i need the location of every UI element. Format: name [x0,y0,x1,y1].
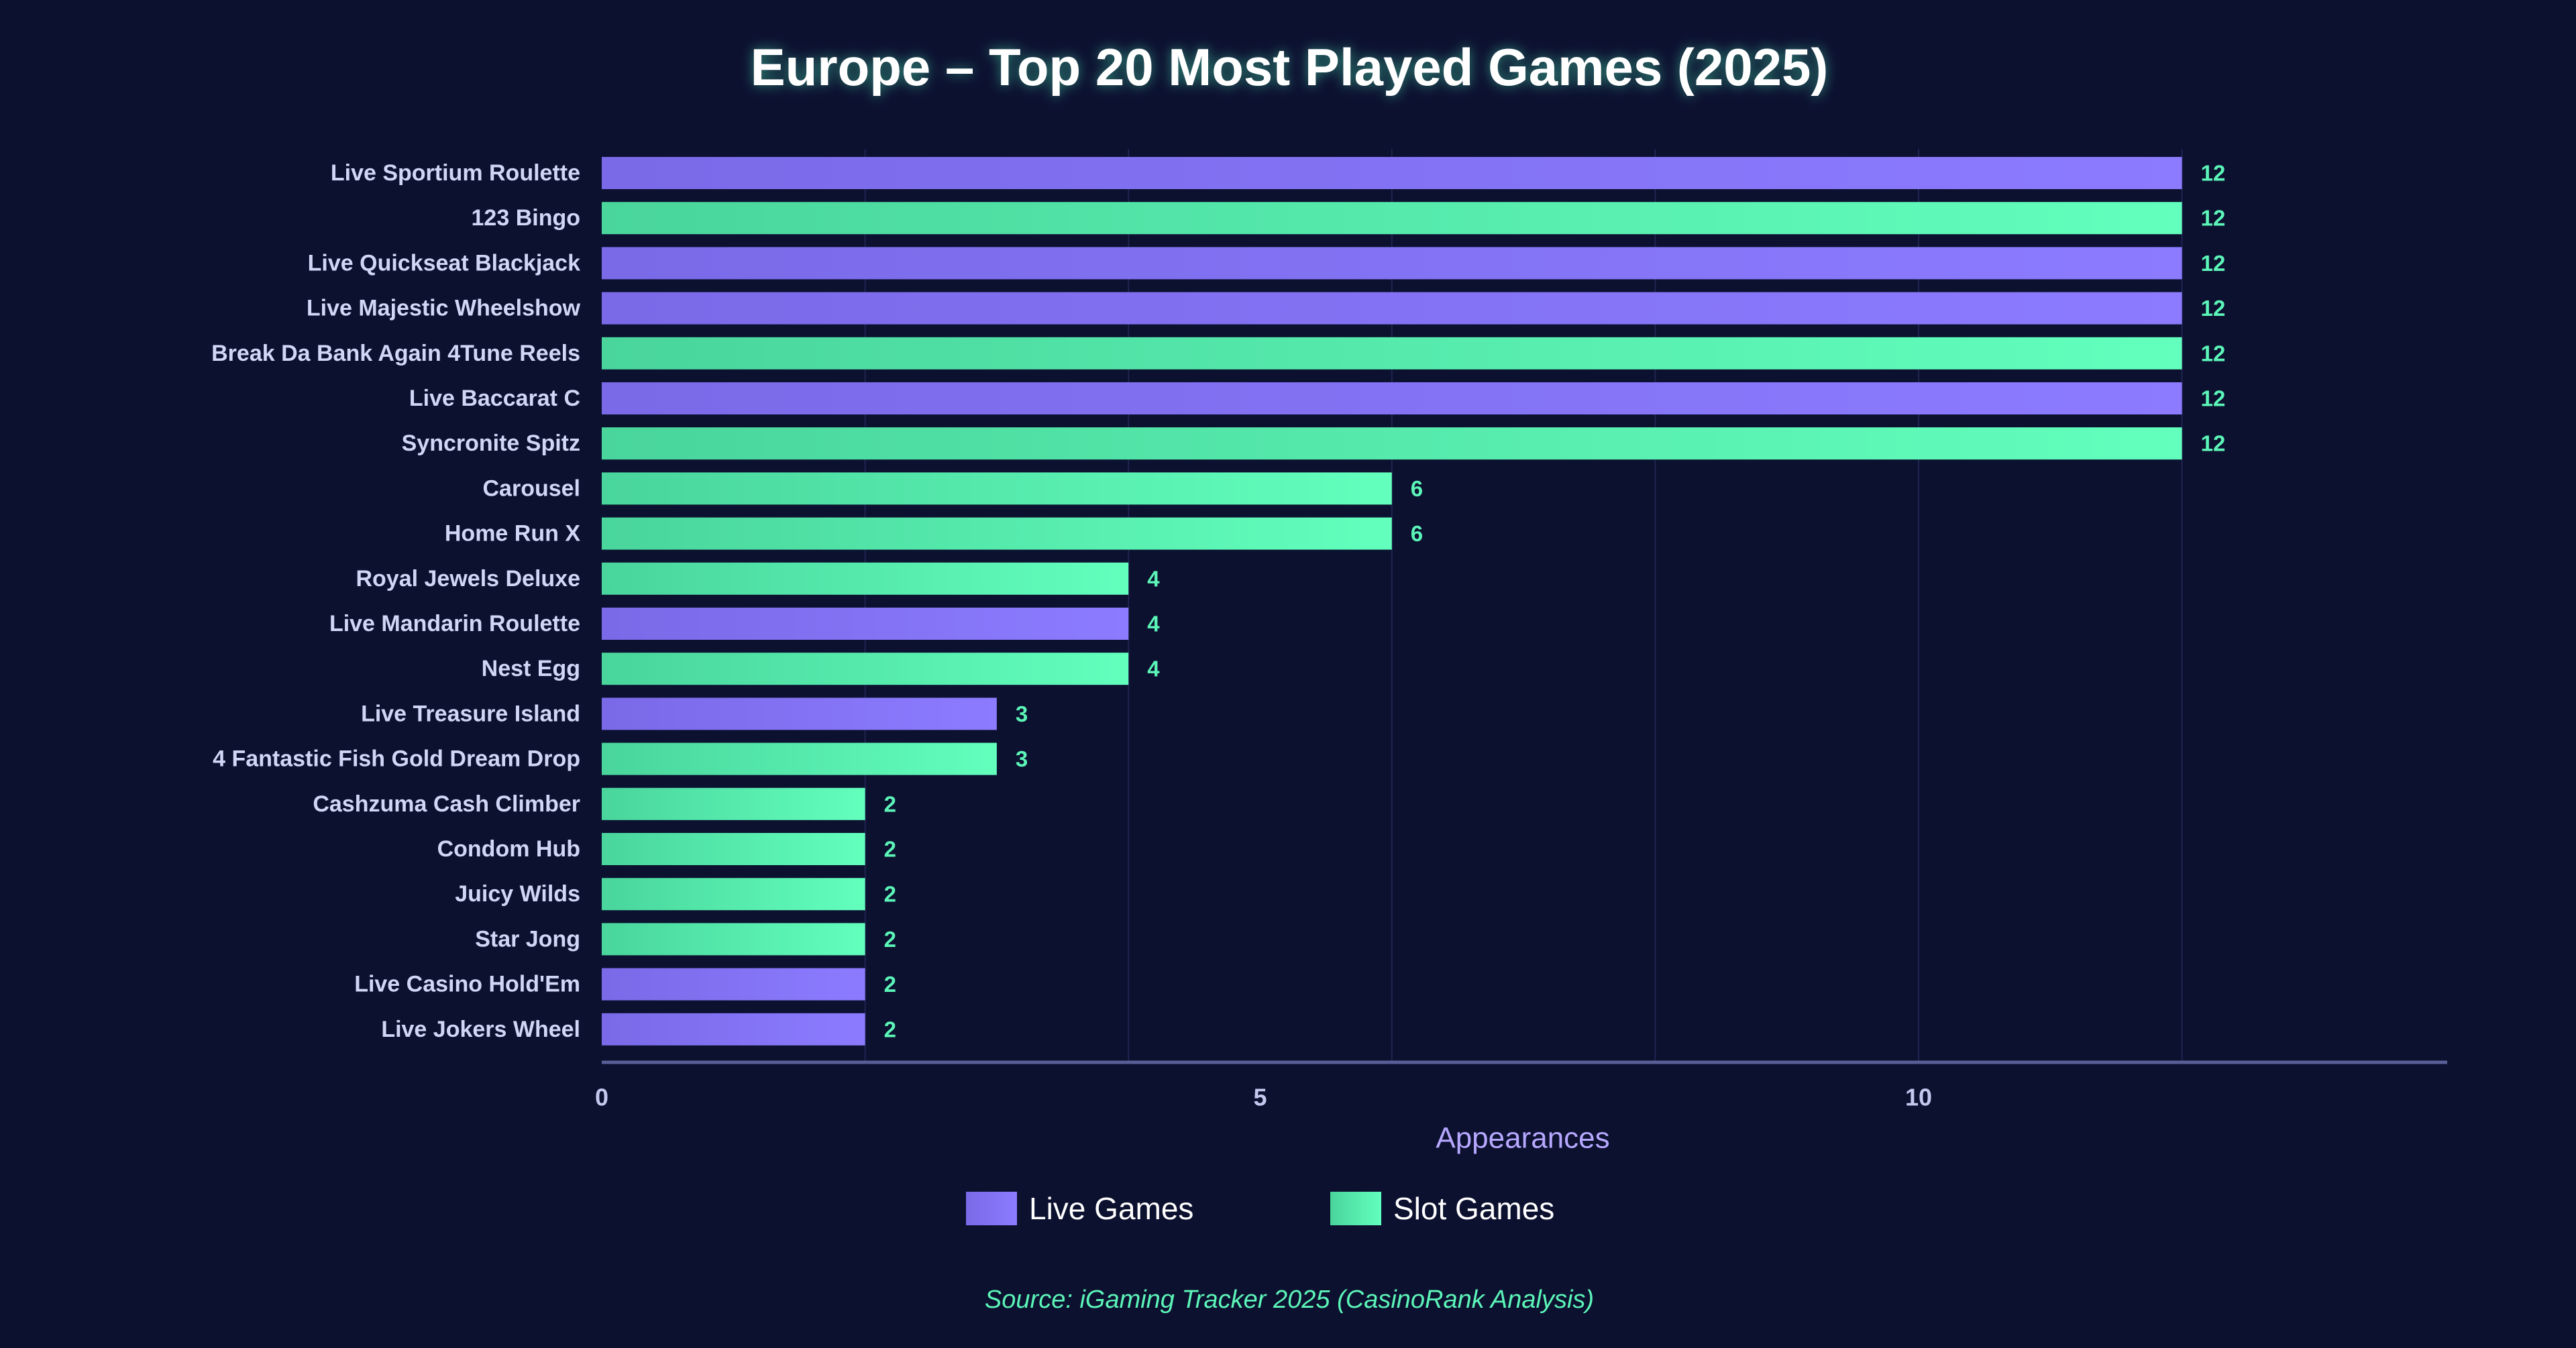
bar-slot [602,742,997,775]
category-labels: Live Sportium Roulette 123 Bingo Live Quic… [211,160,580,1042]
value-label: 4 [1147,566,1160,591]
value-label: 12 [2201,161,2226,186]
value-label: 12 [2201,251,2226,276]
bar-slot [602,427,2182,460]
value-label: 4 [1147,612,1160,636]
bars [602,157,2182,1046]
bar-slot [602,517,1392,550]
value-label: 6 [1411,476,1423,501]
category-label: Nest Egg [482,656,580,681]
x-tick-label: 5 [1253,1084,1267,1111]
value-label: 3 [1016,746,1028,771]
category-label: Live Treasure Island [361,701,580,726]
category-label: Live Baccarat C [409,386,580,411]
x-tick-label: 10 [1905,1084,1932,1111]
bar-live [602,157,2182,189]
x-tick-label: 0 [595,1084,608,1111]
chart-title: Europe – Top 20 Most Played Games (2025) [751,38,1829,97]
value-label: 12 [2201,386,2226,411]
value-label: 2 [884,791,896,816]
value-label: 12 [2201,341,2226,366]
x-axis-ticks: 0 5 10 [595,1084,1932,1111]
x-axis-title: Appearances [1436,1122,1609,1155]
value-label: 6 [1411,521,1423,546]
category-label: Live Casino Hold'Em [354,972,580,997]
category-label: Live Jokers Wheel [381,1017,580,1042]
category-label: Cashzuma Cash Climber [313,791,580,817]
bar-slot [602,923,865,956]
bar-slot [602,562,1129,595]
value-label: 3 [1016,701,1028,726]
category-label: 123 Bingo [472,205,580,231]
value-label: 2 [884,1017,896,1042]
bar-slot [602,653,1129,685]
category-label: Syncronite Spitz [402,431,580,456]
bar-live [602,968,865,1001]
legend-swatch-live [966,1192,1017,1225]
bar-slot [602,787,865,820]
bar-live [602,608,1129,640]
value-label: 12 [2201,296,2226,321]
legend-label-live: Live Games [1029,1191,1193,1226]
bar-slot [602,337,2182,370]
value-label: 12 [2201,431,2226,456]
category-label: Home Run X [445,521,580,547]
source-note: Source: iGaming Tracker 2025 (CasinoRank… [985,1286,1594,1314]
legend: Live Games Slot Games [966,1191,1554,1226]
bar-slot [602,833,865,865]
value-label: 4 [1147,657,1160,681]
value-label: 2 [884,882,896,907]
bar-slot [602,202,2182,235]
bar-live [602,382,2182,414]
bar-live [602,697,997,730]
category-label: Carousel [483,475,581,501]
category-label: Star Jong [475,926,580,952]
bar-slot [602,472,1392,505]
legend-label-slot: Slot Games [1393,1191,1554,1226]
value-labels: 12 12 12 12 12 12 12 6 6 4 4 4 3 3 2 2 2 2 2 2 [884,161,2226,1042]
category-label: 4 Fantastic Fish Gold Dream Drop [213,746,580,772]
legend-swatch-slot [1330,1192,1381,1225]
bar-live [602,1013,865,1046]
category-label: Live Majestic Wheelshow [307,296,581,321]
value-label: 12 [2201,206,2226,231]
category-label: Live Sportium Roulette [331,160,580,186]
category-label: Royal Jewels Deluxe [356,566,580,592]
bar-slot [602,878,865,911]
value-label: 2 [884,837,896,862]
category-label: Break Da Bank Again 4Tune Reels [211,341,580,366]
value-label: 2 [884,972,896,997]
category-label: Condom Hub [437,836,580,862]
bar-live [602,292,2182,325]
category-label: Live Quickseat Blackjack [308,250,580,276]
category-label: Juicy Wilds [455,881,580,907]
bar-live [602,247,2182,280]
category-label: Live Mandarin Roulette [329,611,580,636]
value-label: 2 [884,927,896,952]
